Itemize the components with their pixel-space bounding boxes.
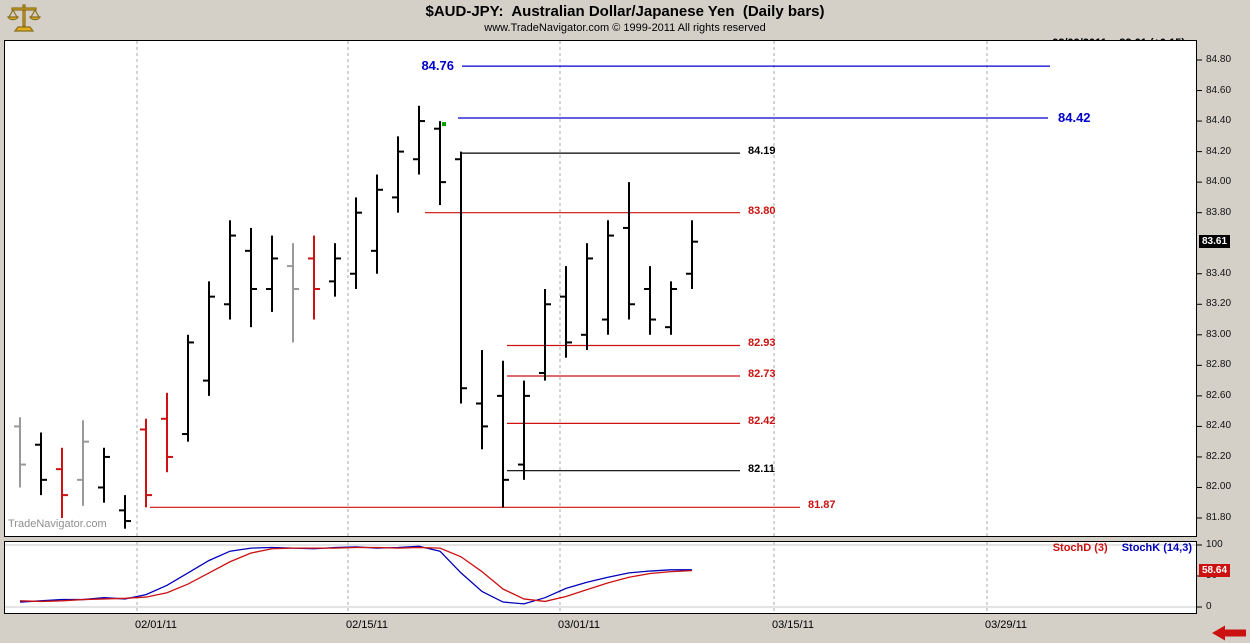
page-title: $AUD-JPY: Australian Dollar/Japanese Yen… [425, 3, 825, 20]
price-tick-label: 82.00 [1206, 481, 1232, 493]
price-tick-label: 84.20 [1206, 145, 1232, 157]
price-tick-label: 84.00 [1206, 176, 1232, 188]
price-tick-label: 84.60 [1206, 84, 1232, 96]
date-label: 03/29/11 [985, 619, 1028, 631]
stoch-tick-label: 0 [1206, 601, 1212, 612]
price-tick-label: 81.80 [1206, 512, 1232, 523]
price-chart-panel[interactable] [4, 40, 1197, 537]
date-label: 02/15/11 [346, 619, 389, 631]
price-tick-label: 82.40 [1206, 420, 1232, 432]
stochastic-panel[interactable] [4, 541, 1197, 614]
scroll-left-arrow[interactable] [1211, 624, 1247, 642]
price-tick-label: 84.80 [1206, 54, 1232, 65]
copyright-subtitle: www.TradeNavigator.com © 1999-2011 All r… [484, 22, 766, 34]
price-tick-label: 82.60 [1206, 389, 1232, 401]
stoch-d-label: StochD (3) [1052, 542, 1108, 554]
chart-watermark: TradeNavigator.com [8, 518, 107, 530]
tradenavigator-logo [6, 4, 42, 32]
stoch-k-label: StochK (14,3) [1121, 542, 1192, 554]
stoch-tick-label: 100 [1206, 539, 1223, 550]
price-tick-label: 84.40 [1206, 115, 1232, 127]
date-label: 02/01/11 [135, 619, 178, 631]
price-tick-label: 82.20 [1206, 450, 1232, 462]
stoch-legend: StochD (3) StochK (14,3) [1053, 542, 1192, 554]
price-tick-label: 83.80 [1206, 206, 1232, 218]
price-tick-label: 83.20 [1206, 298, 1232, 310]
date-label: 03/01/11 [558, 619, 601, 631]
current-stoch-badge: 58.64 [1199, 564, 1231, 577]
price-tick-label: 83.00 [1206, 328, 1232, 340]
date-label: 03/15/11 [772, 619, 815, 631]
current-price-badge: 83.61 [1199, 235, 1231, 248]
price-tick-label: 83.40 [1206, 267, 1232, 279]
price-tick-label: 82.80 [1206, 359, 1232, 371]
